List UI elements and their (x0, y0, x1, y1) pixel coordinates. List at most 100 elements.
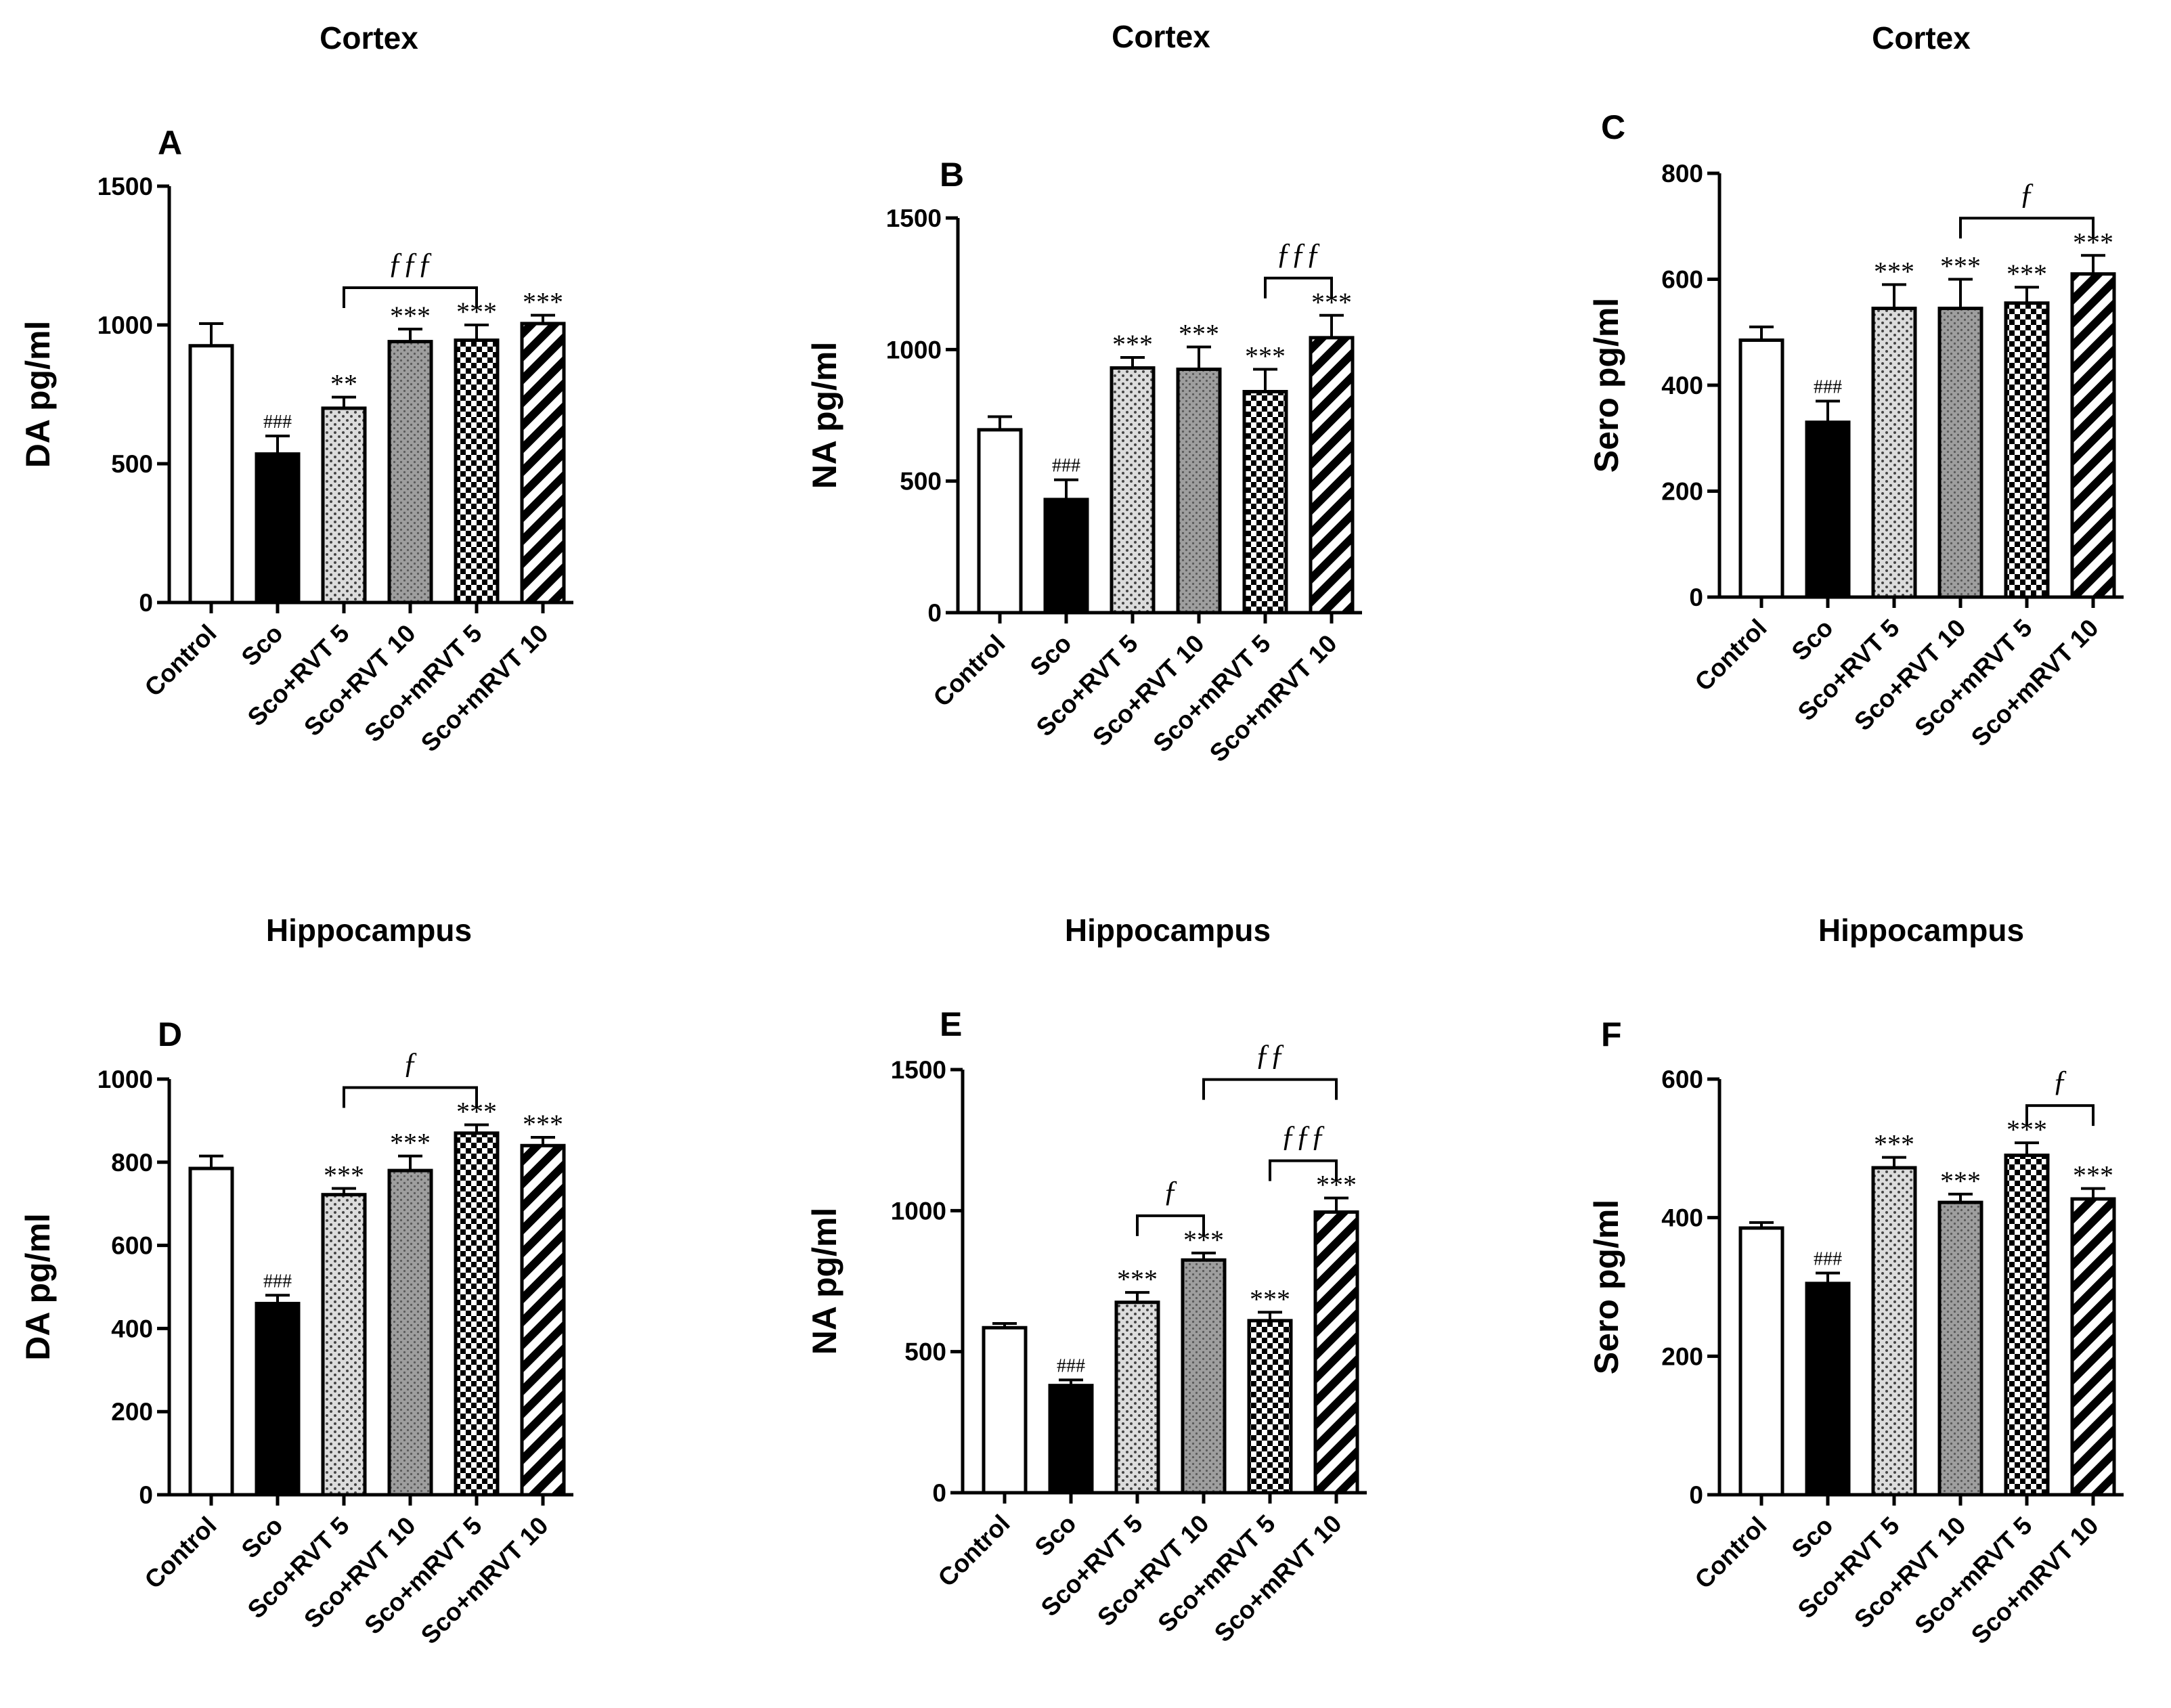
significance-label: ### (1052, 456, 1080, 477)
y-tick-label: 500 (904, 1338, 946, 1366)
significance-label: *** (1250, 1284, 1290, 1314)
bar (520, 1143, 566, 1497)
y-tick-label: 200 (1661, 1342, 1703, 1370)
y-tick-label: 1000 (886, 336, 942, 364)
bar (1110, 366, 1156, 615)
bar (1043, 498, 1089, 615)
bar (1805, 1282, 1851, 1497)
panel-label: A (158, 124, 182, 162)
significance-label: *** (1112, 329, 1153, 359)
y-tick-label: 400 (1661, 1204, 1703, 1232)
bar (454, 1131, 500, 1497)
y-tick-label: 1500 (886, 204, 942, 232)
comparison-bracket (1264, 276, 1333, 299)
comparison-bracket (1959, 217, 2095, 239)
significance-label: *** (1874, 256, 1914, 286)
chart-title: Hippocampus (1065, 913, 1271, 948)
y-tick-label: 500 (900, 468, 942, 496)
x-tick-label: Control (928, 630, 1011, 712)
significance-label: *** (324, 1160, 364, 1190)
significance-label: ### (1814, 1249, 1842, 1270)
panel-label: D (158, 1015, 182, 1053)
bar (977, 428, 1023, 615)
bar (1738, 338, 1784, 599)
bar (387, 340, 433, 605)
bar (188, 344, 234, 605)
chart-title: Hippocampus (266, 913, 472, 948)
panel-C: Cortex C Sero pg/ml 0 200 400 600 800 Control Sco… (1587, 20, 2124, 751)
bar (1309, 336, 1355, 615)
x-tick-label: Sco (1786, 614, 1839, 666)
bar (1176, 367, 1222, 615)
significance-label: *** (523, 287, 563, 317)
bar (454, 338, 500, 605)
comparison-bracket (343, 1086, 478, 1108)
bracket-label: ƒƒƒ (1276, 237, 1321, 270)
significance-label: *** (1940, 251, 1981, 282)
comparison-bracket (1136, 1214, 1205, 1236)
bracket-label: ƒ (2019, 177, 2034, 210)
panel-F: Hippocampus F Sero pg/ml 0 200 400 600 Control S… (1587, 913, 2124, 1649)
bar (387, 1168, 433, 1497)
x-tick-label: Sco+mRVT 5 (1147, 630, 1275, 758)
bar (1805, 420, 1851, 599)
bar (1181, 1258, 1227, 1495)
x-tick-label: Sco+mRVT 5 (1909, 1512, 2037, 1640)
bar (982, 1326, 1028, 1495)
y-tick-label: 200 (1661, 478, 1703, 506)
bracket-label: ƒ (2053, 1064, 2067, 1097)
panel-D: Hippocampus D DA pg/ml 0 200 400 600 800 1000 Con… (19, 913, 573, 1649)
y-axis-label: DA pg/ml (19, 321, 57, 468)
bracket-label: ƒƒƒ (1281, 1120, 1325, 1153)
y-tick-label: 800 (1661, 160, 1703, 188)
chart-title: Hippocampus (1818, 913, 2024, 948)
y-axis-label: NA pg/ml (806, 1208, 843, 1355)
bar (1937, 1200, 1983, 1497)
y-tick-label: 0 (1689, 1481, 1703, 1509)
bracket-label: ƒƒƒ (388, 246, 433, 280)
chart-title: Cortex (1872, 20, 1971, 56)
bar (1871, 307, 1917, 599)
y-tick-label: 0 (139, 589, 153, 617)
bar (1738, 1226, 1784, 1497)
y-tick-label: 1000 (97, 311, 153, 339)
y-tick-label: 400 (111, 1315, 153, 1342)
y-tick-label: 0 (139, 1481, 153, 1509)
y-tick-label: 200 (111, 1398, 153, 1426)
y-tick-label: 500 (111, 450, 153, 478)
bar (2070, 272, 2116, 599)
significance-label: *** (1940, 1166, 1981, 1196)
bar (2004, 301, 2050, 599)
panel-label: F (1601, 1015, 1622, 1053)
x-tick-label: Control (1690, 1512, 1772, 1594)
x-tick-label: Control (139, 1512, 222, 1594)
significance-label: ### (1057, 1355, 1085, 1376)
x-tick-label: Control (1690, 614, 1772, 697)
panel-label: E (940, 1005, 962, 1043)
y-tick-label: 1000 (97, 1066, 153, 1093)
significance-label: *** (2073, 1160, 2113, 1191)
bar (1247, 1319, 1293, 1495)
bar (1313, 1210, 1359, 1495)
y-tick-label: 1500 (97, 173, 153, 200)
x-tick-label: Sco+mRVT 5 (1909, 614, 2037, 742)
significance-label: *** (1179, 318, 1219, 349)
x-tick-label: Sco (236, 1512, 288, 1564)
significance-label: *** (1874, 1129, 1914, 1160)
y-tick-label: 1500 (891, 1056, 946, 1084)
significance-label: *** (523, 1109, 563, 1139)
comparison-bracket (2025, 1104, 2095, 1126)
bar (1114, 1300, 1160, 1495)
bar (321, 1193, 367, 1497)
y-tick-label: 0 (1689, 584, 1703, 611)
bar (2070, 1197, 2116, 1497)
panel-A: Cortex A DA pg/ml 0 500 1000 1500 Control Sco ###… (19, 20, 573, 757)
panel-label: C (1601, 108, 1625, 146)
bar (255, 452, 301, 605)
bar (1937, 307, 1983, 599)
x-tick-label: Sco+mRVT 5 (1152, 1510, 1280, 1638)
bar (255, 1302, 301, 1497)
significance-label: *** (390, 1128, 431, 1158)
significance-label: ### (1814, 376, 1842, 397)
